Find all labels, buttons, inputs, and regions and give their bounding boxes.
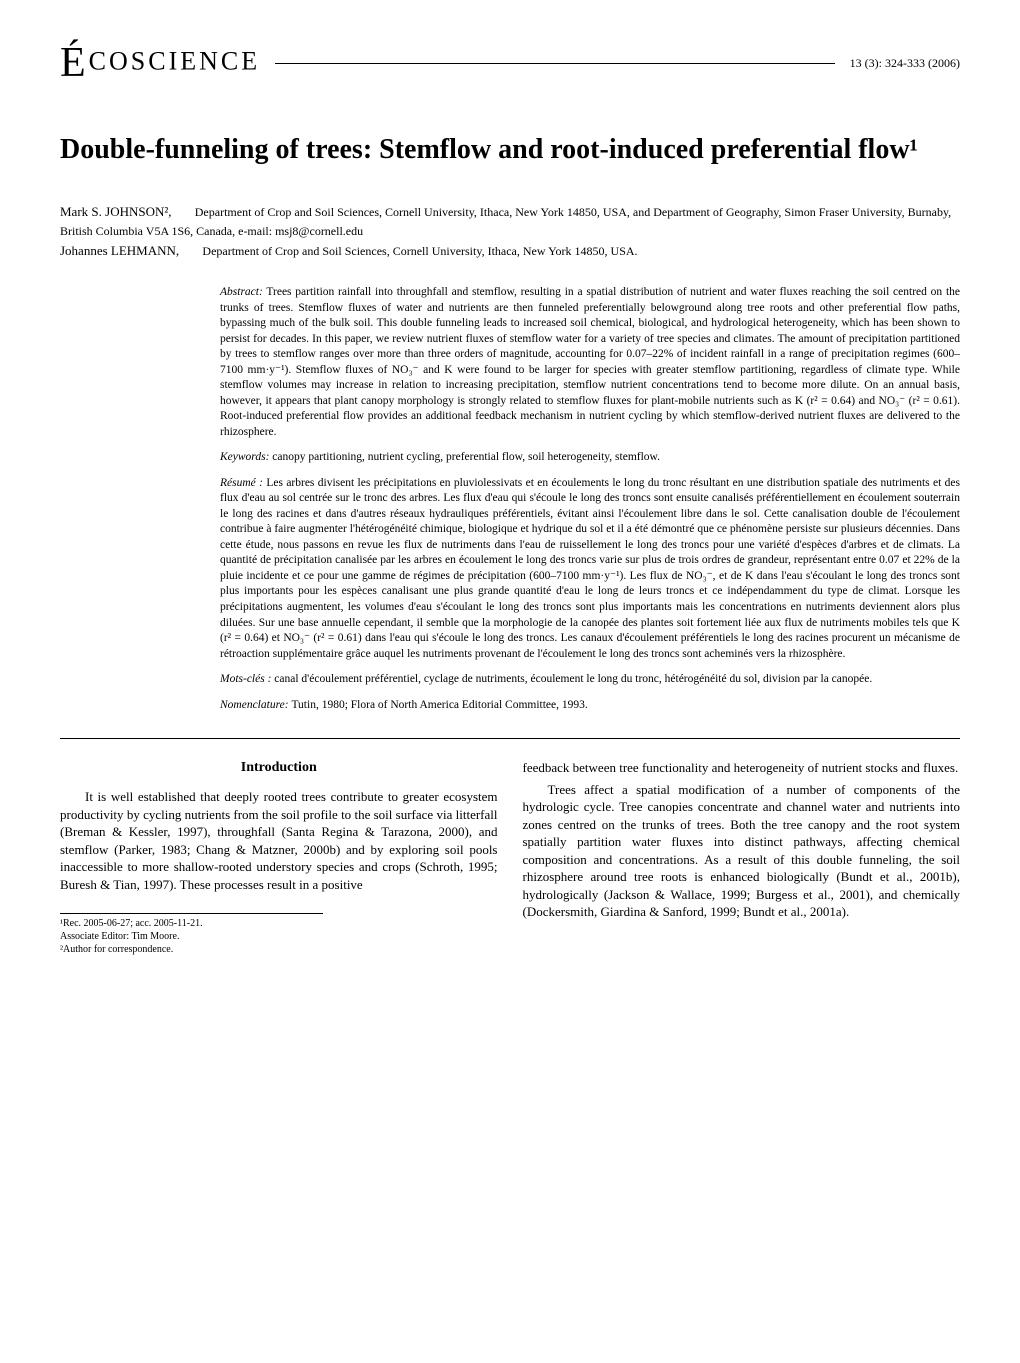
authors-block: Mark S. JOHNSON², Department of Crop and… — [60, 202, 960, 261]
author-1: Mark S. JOHNSON², Department of Crop and… — [60, 202, 960, 241]
introduction-heading: Introduction — [60, 759, 498, 778]
resume-fr: Résumé : Les arbres divisent les précipi… — [220, 476, 960, 662]
article-title: Double-funneling of trees: Stemflow and … — [60, 132, 960, 167]
footnote-2: Associate Editor: Tim Moore. — [60, 930, 323, 943]
keywords-text: canopy partitioning, nutrient cycling, p… — [272, 451, 660, 463]
nomenclature: Nomenclature: Tutin, 1980; Flora of Nort… — [220, 698, 960, 714]
author-1-name: Mark S. JOHNSON², — [60, 204, 172, 219]
nomenclature-text: Tutin, 1980; Flora of North America Edit… — [291, 699, 587, 711]
author-2: Johannes LEHMANN, Department of Crop and… — [60, 241, 960, 261]
author-2-name: Johannes LEHMANN, — [60, 243, 179, 258]
intro-para-r2: Trees affect a spatial modification of a… — [523, 781, 961, 921]
resume-label: Résumé : — [220, 477, 263, 489]
motscles: Mots-clés : canal d'écoulement préférent… — [220, 672, 960, 688]
abstract-text: Trees partition rainfall into throughfal… — [220, 286, 960, 438]
page-header: ÉCOSCIENCE 13 (3): 324-333 (2006) — [60, 35, 960, 92]
header-divider — [275, 63, 835, 64]
issue-info: 13 (3): 324-333 (2006) — [850, 55, 960, 71]
keywords: Keywords: canopy partitioning, nutrient … — [220, 450, 960, 466]
journal-logo: ÉCOSCIENCE — [60, 35, 260, 92]
author-1-affiliation: Department of Crop and Soil Sciences, Co… — [60, 205, 951, 239]
body-columns: Introduction It is well established that… — [60, 759, 960, 956]
section-separator — [60, 738, 960, 739]
nomenclature-label: Nomenclature: — [220, 699, 289, 711]
resume-text: Les arbres divisent les précipitations e… — [220, 477, 960, 660]
motscles-text: canal d'écoulement préférentiel, cyclage… — [274, 673, 872, 685]
intro-para-r1: feedback between tree functionality and … — [523, 759, 961, 777]
motscles-label: Mots-clés : — [220, 673, 271, 685]
left-column: Introduction It is well established that… — [60, 759, 498, 956]
keywords-label: Keywords: — [220, 451, 269, 463]
footnote-3: ²Author for correspondence. — [60, 943, 323, 956]
author-2-affiliation: Department of Crop and Soil Sciences, Co… — [202, 244, 637, 258]
abstract-block: Abstract: Trees partition rainfall into … — [220, 285, 960, 713]
right-column: feedback between tree functionality and … — [523, 759, 961, 956]
footnotes: ¹Rec. 2005-06-27; acc. 2005-11-21. Assoc… — [60, 913, 323, 956]
intro-para-1: It is well established that deeply roote… — [60, 788, 498, 893]
abstract-label: Abstract: — [220, 286, 263, 298]
footnote-1: ¹Rec. 2005-06-27; acc. 2005-11-21. — [60, 917, 323, 930]
abstract-en: Abstract: Trees partition rainfall into … — [220, 285, 960, 440]
